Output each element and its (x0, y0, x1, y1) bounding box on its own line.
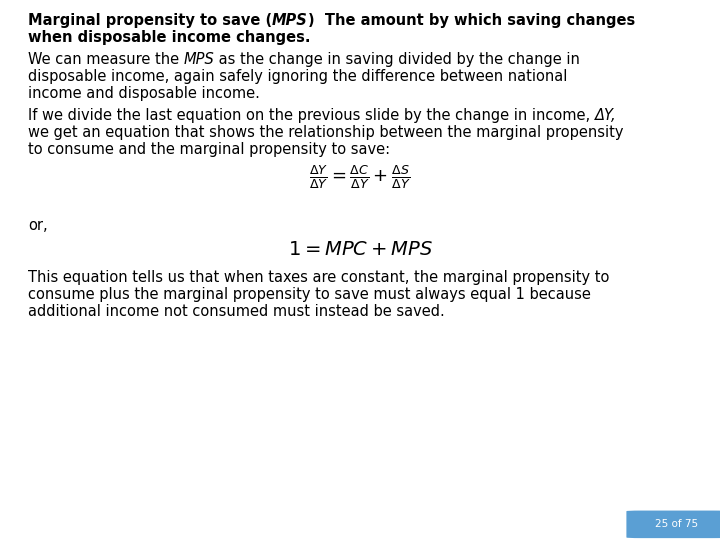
Text: If we divide the last equation on the previous slide by the change in income,: If we divide the last equation on the pr… (28, 107, 595, 123)
Text: or,: or, (28, 219, 48, 233)
Text: We can measure the: We can measure the (28, 52, 184, 67)
Text: 25 of 75: 25 of 75 (655, 519, 698, 529)
Text: consume plus the marginal propensity to save must always equal 1 because: consume plus the marginal propensity to … (28, 287, 591, 302)
Text: $\frac{\Delta Y}{\Delta Y} = \frac{\Delta C}{\Delta Y} + \frac{\Delta S}{\Delta : $\frac{\Delta Y}{\Delta Y} = \frac{\Delt… (309, 164, 411, 191)
Text: ΔY,: ΔY, (595, 107, 616, 123)
Text: additional income not consumed must instead be saved.: additional income not consumed must inst… (28, 304, 445, 319)
Text: to consume and the marginal propensity to save:: to consume and the marginal propensity t… (28, 141, 390, 157)
FancyBboxPatch shape (626, 510, 720, 538)
Text: income and disposable income.: income and disposable income. (28, 86, 260, 101)
Text: as the change in saving divided by the change in: as the change in saving divided by the c… (215, 52, 580, 67)
Text: $1 = \mathit{MPC} + \mathit{MPS}$: $1 = \mathit{MPC} + \mathit{MPS}$ (287, 240, 433, 259)
Text: Marginal propensity to save (: Marginal propensity to save ( (28, 13, 272, 28)
Text: This equation tells us that when taxes are constant, the marginal propensity to: This equation tells us that when taxes a… (28, 271, 609, 285)
Text: © 2013 Pearson Education, Inc. Publishing as Prentice Hall: © 2013 Pearson Education, Inc. Publishin… (14, 519, 321, 529)
Text: MPS: MPS (184, 52, 215, 67)
Text: we get an equation that shows the relationship between the marginal propensity: we get an equation that shows the relati… (28, 125, 624, 140)
Text: when disposable income changes.: when disposable income changes. (28, 30, 310, 45)
Text: disposable income, again safely ignoring the difference between national: disposable income, again safely ignoring… (28, 69, 567, 84)
Text: MPS: MPS (272, 13, 308, 28)
Text: )  The amount by which saving changes: ) The amount by which saving changes (308, 13, 635, 28)
